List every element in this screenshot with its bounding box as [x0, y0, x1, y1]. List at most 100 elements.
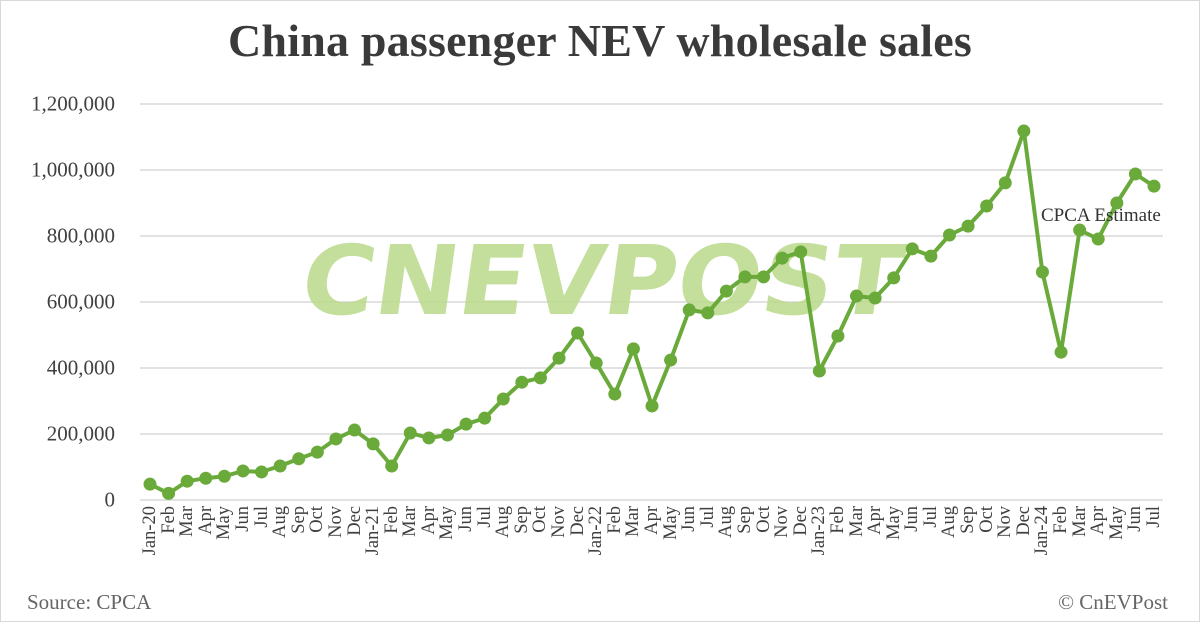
- x-tick-label: Sep: [958, 506, 979, 534]
- data-point: [571, 326, 585, 340]
- x-tick-label: Jul: [920, 506, 941, 528]
- data-point: [626, 342, 640, 356]
- data-point: [775, 251, 789, 265]
- data-point: [1073, 223, 1087, 237]
- x-tick-label: Aug: [270, 506, 291, 538]
- source-label: Source: CPCA: [27, 590, 152, 614]
- data-point: [515, 375, 529, 389]
- x-tick-label: Feb: [158, 506, 179, 534]
- x-tick-label: May: [660, 506, 681, 540]
- data-point: [440, 428, 454, 442]
- x-tick-label: Apr: [418, 506, 439, 535]
- x-tick-label: Jan-21: [363, 506, 384, 556]
- data-point: [868, 291, 882, 305]
- x-tick-label: Sep: [734, 506, 755, 534]
- x-tick-label: Jan-20: [140, 506, 160, 556]
- x-tick-label: Oct: [976, 506, 997, 533]
- watermark-logo: CNEVPOST: [295, 224, 911, 336]
- data-point: [887, 271, 901, 285]
- x-tick-label: Aug: [939, 506, 960, 538]
- x-tick-label: Nov: [995, 506, 1016, 538]
- x-tick-label: Dec: [1013, 506, 1034, 536]
- x-tick-label: May: [1106, 506, 1127, 540]
- x-tick-label: Nov: [325, 506, 346, 538]
- gridlines: [140, 103, 1163, 501]
- x-tick-label: Mar: [177, 506, 198, 537]
- y-tick-label: 1,200,000: [31, 91, 115, 116]
- data-point: [942, 228, 956, 242]
- data-point: [794, 245, 808, 259]
- data-point: [1128, 167, 1142, 181]
- data-point: [217, 469, 231, 483]
- x-tick-label: Nov: [772, 506, 793, 538]
- data-point: [701, 306, 715, 320]
- x-tick-label: Jan-24: [1032, 506, 1053, 556]
- data-series: [143, 124, 1161, 500]
- x-tick-label: Jun: [1125, 506, 1146, 532]
- data-point: [162, 486, 176, 500]
- data-point: [924, 249, 938, 263]
- data-point: [1110, 196, 1124, 210]
- data-point: [831, 329, 845, 343]
- data-point: [422, 431, 436, 445]
- x-tick-label: Sep: [511, 506, 532, 534]
- data-point: [1054, 345, 1068, 359]
- data-point: [236, 464, 250, 478]
- x-tick-label: Aug: [716, 506, 737, 538]
- data-point: [310, 445, 324, 459]
- data-point: [199, 471, 213, 485]
- data-point: [664, 353, 678, 367]
- data-point: [719, 284, 733, 298]
- x-tick-label: Nov: [549, 506, 570, 538]
- x-tick-label: Jul: [1144, 506, 1164, 528]
- y-tick-label: 800,000: [46, 223, 115, 248]
- x-tick-label: Oct: [753, 506, 774, 533]
- x-tick-label: Mar: [623, 506, 644, 537]
- data-point: [645, 399, 659, 413]
- data-point: [1017, 124, 1031, 138]
- x-tick-label: Jul: [251, 506, 272, 528]
- data-point: [496, 392, 510, 406]
- data-point: [348, 423, 362, 437]
- data-point: [1147, 179, 1161, 193]
- data-point: [682, 303, 696, 317]
- data-point: [608, 387, 622, 401]
- x-tick-label: Feb: [381, 506, 402, 534]
- x-tick-label: Jun: [679, 506, 700, 532]
- data-point: [366, 437, 380, 451]
- x-tick-label: Jan-22: [586, 506, 607, 556]
- data-point: [905, 242, 919, 256]
- data-point: [459, 417, 473, 431]
- x-tick-label: Mar: [400, 506, 421, 537]
- data-point: [292, 452, 306, 466]
- x-tick-label: Jun: [902, 506, 923, 532]
- x-tick-label: Aug: [493, 506, 514, 538]
- data-point: [385, 459, 399, 473]
- x-tick-label: Apr: [642, 506, 662, 535]
- y-tick-label: 1,000,000: [31, 157, 115, 182]
- data-point: [143, 477, 157, 491]
- x-tick-label: Feb: [827, 506, 848, 534]
- data-point: [533, 371, 547, 385]
- chart-title: China passenger NEV wholesale sales: [228, 15, 972, 66]
- data-point: [812, 364, 826, 378]
- data-point: [961, 219, 975, 233]
- x-tick-label: Feb: [604, 506, 625, 534]
- data-point: [589, 356, 603, 370]
- y-tick-label: 400,000: [46, 355, 115, 380]
- x-tick-label: Jun: [232, 506, 253, 532]
- data-point: [255, 465, 269, 479]
- data-point: [329, 432, 343, 446]
- data-point: [180, 474, 194, 488]
- x-tick-label: Apr: [1088, 506, 1109, 535]
- y-tick-label: 0: [104, 487, 116, 512]
- data-point: [478, 411, 492, 425]
- data-point: [980, 199, 994, 213]
- x-tick-label: Jan-23: [809, 506, 830, 556]
- data-point: [850, 289, 864, 303]
- x-tick-label: May: [214, 506, 235, 540]
- x-tick-label: Feb: [1051, 506, 1072, 534]
- svg-text:CNEVPOST: CNEVPOST: [295, 224, 911, 336]
- copyright-label: © CnEVPost: [1058, 590, 1168, 614]
